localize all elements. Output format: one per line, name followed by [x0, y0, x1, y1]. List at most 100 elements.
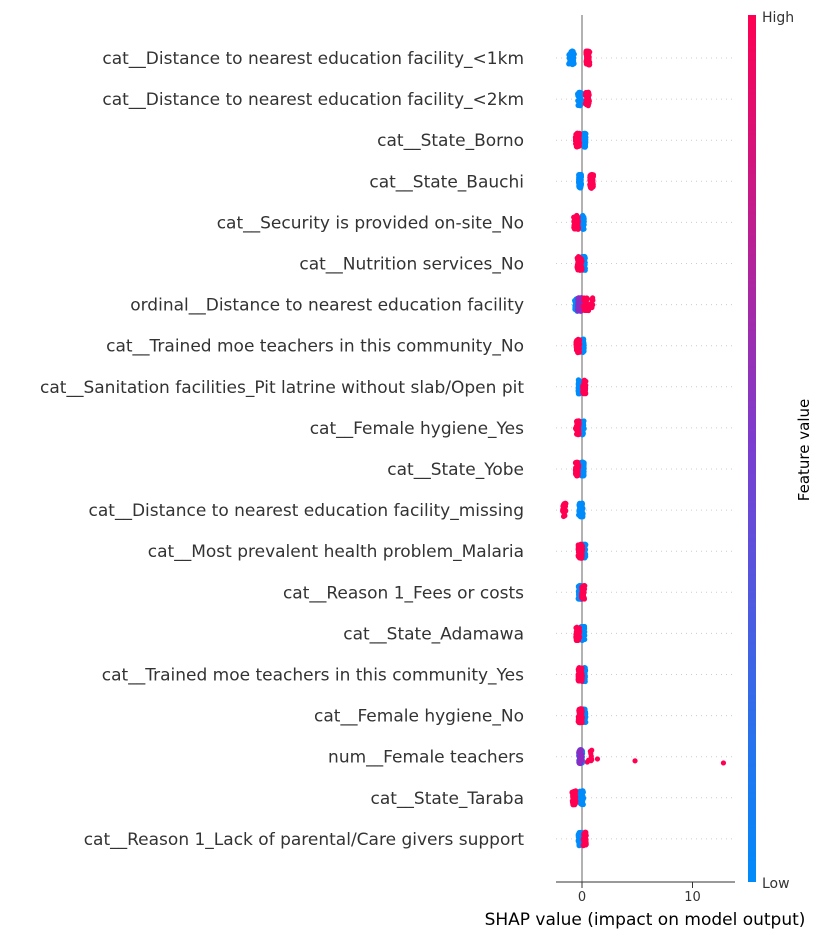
shap-point-high [577, 715, 584, 721]
shap-point-high [585, 101, 591, 107]
shap-point-low [578, 788, 584, 795]
shap-point-high [575, 628, 581, 634]
shap-point-high [575, 633, 581, 639]
shap-point-high [586, 91, 592, 97]
shap-point-high [578, 674, 585, 680]
shap-point-high [575, 340, 582, 346]
feature-label: cat__State_Yobe [387, 460, 524, 480]
shap-point-low [576, 99, 582, 105]
feature-labels: cat__Distance to nearest education facil… [40, 49, 524, 850]
shap-point-high [574, 418, 581, 424]
feature-label: cat__State_Taraba [370, 789, 524, 809]
shap-point-high [588, 300, 594, 307]
shap-point-high [580, 592, 587, 598]
shap-point-high [589, 171, 595, 178]
shap-point-low [577, 176, 583, 182]
shap-point-mid [578, 758, 584, 765]
shap-point-high [576, 256, 583, 262]
feature-label: cat__Distance to nearest education facil… [89, 501, 524, 521]
feature-label: cat__Distance to nearest education facil… [102, 49, 524, 69]
colorbar-high-label: High [762, 10, 794, 26]
shap-point-high [574, 218, 580, 224]
shap-point-high [579, 542, 585, 548]
feature-label: cat__Reason 1_Fees or costs [283, 583, 524, 603]
shap-point-low [580, 224, 586, 230]
shap-point-high [720, 760, 727, 766]
shap-point-high [587, 62, 593, 68]
shap-point-low [582, 130, 588, 137]
feature-label: ordinal__Distance to nearest education f… [130, 296, 524, 316]
shap-point-high [577, 669, 583, 676]
shap-point-mid [578, 748, 584, 754]
shap-point-high [577, 265, 583, 271]
shap-point-high [574, 472, 580, 479]
shap-point-high [575, 637, 581, 643]
shap-point-high [582, 829, 588, 835]
shap-point-low [576, 834, 582, 840]
feature-label: cat__Trained moe teachers in this commun… [106, 337, 524, 357]
shap-point-high [581, 305, 587, 311]
shap-point-high [574, 132, 580, 138]
shap-point-low [580, 463, 586, 469]
shap-point-high [561, 510, 567, 516]
shap-point-low [570, 48, 576, 55]
shap-point-high [589, 304, 595, 311]
feature-label: cat__Female hygiene_Yes [310, 419, 524, 439]
x-ticks: 0 10 [578, 882, 701, 905]
shap-point-high [576, 711, 582, 717]
shap-point-high [589, 747, 595, 753]
shap-point-high [575, 427, 582, 433]
feature-label: cat__Most prevalent health problem_Malar… [148, 542, 524, 562]
shap-point-high [581, 377, 587, 383]
colorbar-low-label: Low [762, 876, 790, 892]
shap-point-low [577, 504, 583, 510]
shap-point-high [581, 295, 587, 301]
shap-point-low [579, 471, 585, 478]
shap-point-low [580, 215, 587, 222]
shap-point-high [586, 757, 592, 763]
shap-point-high [575, 432, 581, 438]
colorbar-title: Feature value [795, 399, 813, 501]
feature-label: cat__State_Adamawa [343, 624, 524, 644]
x-tick-label: 0 [578, 890, 586, 905]
shap-point-high [589, 183, 596, 189]
feature-label: cat__Sanitation facilities_Pit latrine w… [40, 378, 524, 398]
x-tick-label: 10 [684, 890, 701, 905]
feature-label: cat__State_Bauchi [369, 172, 524, 192]
shap-point-high [585, 49, 592, 55]
shap-point-high [632, 758, 638, 764]
shap-point-mid [577, 297, 583, 303]
feature-label: cat__Trained moe teachers in this commun… [102, 666, 524, 686]
shap-point-high [574, 463, 581, 469]
shap-point-high [582, 836, 588, 842]
shap-point-low [578, 511, 585, 517]
shap-point-high [575, 138, 581, 144]
feature-label: cat__Security is provided on-site_No [217, 213, 524, 233]
shap-point-high [594, 756, 601, 762]
shap-point-low [577, 94, 583, 101]
shap-point-high [573, 224, 579, 230]
feature-label: cat__Reason 1_Lack of parental/Care give… [84, 830, 525, 850]
shap-point-high [572, 799, 578, 805]
feature-label: cat__Distance to nearest education facil… [102, 90, 524, 110]
feature-label: cat__Female hygiene_No [314, 707, 524, 727]
x-axis-label: SHAP value (impact on model output) [485, 910, 806, 930]
shap-point-high [589, 296, 595, 302]
shap-point-high [581, 388, 587, 394]
shap-point-high [579, 706, 585, 712]
feature-label: cat__State_Borno [377, 131, 524, 151]
colorbar [748, 15, 756, 882]
shap-point-high [570, 795, 576, 801]
shap-point-low [580, 426, 586, 433]
shap-point-low [576, 90, 582, 96]
shap-point-low [569, 61, 575, 67]
dots-layer [560, 48, 727, 849]
shap-point-low [579, 796, 586, 802]
feature-label: cat__Nutrition services_No [299, 255, 524, 275]
shap-point-low [582, 142, 588, 148]
shap-point-high [560, 503, 566, 509]
shap-point-high [580, 586, 586, 592]
shap-point-high [585, 55, 592, 61]
